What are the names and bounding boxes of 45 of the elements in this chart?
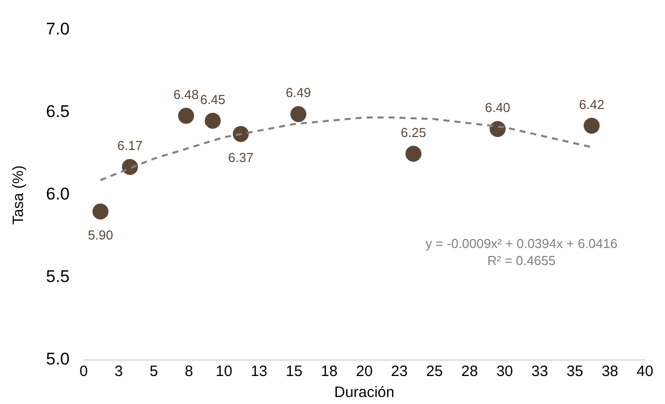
y-tick-label: 7.0	[46, 20, 70, 39]
data-label: 6.17	[117, 138, 143, 154]
x-tick-label: 10	[216, 363, 232, 380]
x-tick-label: 38	[602, 363, 618, 380]
x-tick-label: 20	[356, 363, 373, 380]
x-tick-label: 25	[426, 363, 443, 380]
point	[204, 112, 221, 129]
point	[92, 204, 108, 220]
y-tick-label: 5.0	[46, 350, 70, 369]
x-tick-label: 40	[636, 363, 654, 380]
x-tick-label: 30	[496, 363, 513, 380]
x-tick-label: 35	[566, 363, 584, 380]
x-tick-label: 15	[286, 363, 302, 380]
y-tick-label: 6.5	[46, 102, 70, 122]
annotation: R² = 0.4655	[487, 253, 556, 268]
data-label: 5.90	[88, 228, 114, 243]
data-label: 6.42	[579, 96, 604, 112]
x-tick-label: 3	[114, 363, 123, 380]
point	[122, 158, 138, 175]
data-label: 6.48	[173, 86, 199, 102]
x-tick-label: 18	[320, 363, 338, 380]
y-tick-label: 6.0	[46, 184, 70, 204]
point	[232, 126, 249, 142]
x-tick-label: 33	[531, 363, 548, 380]
data-label: 6.37	[228, 150, 254, 166]
data-label: 6.25	[400, 124, 426, 140]
point	[490, 121, 506, 137]
x-tick-label: 23	[391, 363, 408, 380]
annotation: y = -0.0009x² + 0.0394x + 6.0416	[426, 236, 618, 252]
point	[290, 106, 306, 122]
data-label: 6.49	[286, 85, 312, 100]
x-tick-label: 8	[184, 363, 194, 380]
x-tick-label: 0	[79, 363, 88, 380]
data-label: 6.40	[484, 100, 510, 116]
y-tick-label: 5.5	[46, 267, 70, 286]
y-axis-title: Tasa (%)	[10, 165, 28, 225]
x-tick-label: 28	[461, 363, 478, 380]
x-axis-title: Duración	[334, 384, 394, 402]
point	[584, 118, 600, 134]
data-label: 6.45	[200, 92, 226, 107]
point	[405, 146, 422, 162]
point	[178, 108, 194, 124]
x-tick-label: 13	[250, 363, 268, 380]
x-tick-label: 5	[150, 363, 158, 380]
line-series	[99, 116, 593, 182]
